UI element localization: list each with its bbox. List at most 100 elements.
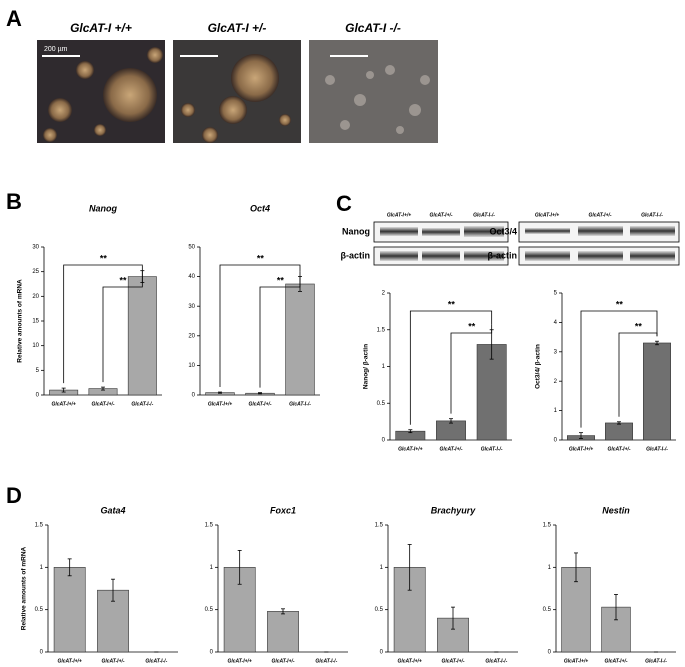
y-tick-label: 0.5	[543, 607, 552, 613]
y-tick-label: 2	[554, 379, 558, 385]
y-tick-label: 30	[32, 245, 39, 251]
y-tick-label: 0.5	[205, 607, 214, 613]
significance-bracket	[580, 310, 658, 428]
x-tick-label: GlcAT-I-/-	[646, 446, 668, 452]
significance-label: **	[276, 275, 284, 285]
y-axis-label: Oct3/4/ β-actin	[535, 344, 542, 389]
x-tick-label: GlcAT-I+/+	[57, 658, 81, 664]
y-tick-label: 40	[188, 274, 195, 280]
bar	[643, 342, 671, 441]
micrograph: 200 µm	[37, 40, 165, 143]
significance-bracket	[63, 264, 143, 384]
x-tick-label: GlcAT-I-/-	[289, 401, 311, 407]
blot-lane-label: GlcAT-I+/+	[387, 212, 411, 218]
genotype-label: GlcAT-I +/-	[208, 21, 267, 35]
y-tick-label: 0	[192, 393, 196, 399]
y-tick-label: 1	[554, 408, 558, 414]
chart-title: Oct4	[250, 203, 270, 213]
y-tick-label: 25	[32, 269, 39, 275]
x-tick-label: GlcAT-I-/-	[481, 446, 503, 452]
y-tick-label: 0	[554, 438, 558, 444]
blot-label: Nanog	[342, 226, 370, 236]
y-tick-label: 0	[382, 438, 386, 444]
y-tick-label: 1.5	[377, 327, 386, 333]
y-tick-label: 2	[382, 291, 386, 297]
bar	[267, 611, 299, 653]
y-tick-label: 0	[380, 650, 384, 656]
blot-lane-label: GlcAT-I+/-	[429, 212, 452, 218]
x-tick-label: GlcAT-I+/+	[208, 401, 232, 407]
bar	[476, 344, 507, 441]
blot-lane-label: GlcAT-I-/-	[473, 212, 495, 218]
panel-letter: B	[6, 189, 22, 214]
y-axis-label: Nanog/ β-actin	[363, 344, 370, 389]
significance-label: **	[99, 253, 107, 263]
y-tick-label: 1.5	[35, 523, 44, 529]
y-tick-label: 30	[188, 304, 195, 310]
x-tick-label: GlcAT-I+/+	[398, 446, 422, 452]
x-tick-label: GlcAT-I-/-	[131, 401, 153, 407]
x-tick-label: GlcAT-I+/+	[397, 658, 421, 664]
chart-title: Gata4	[100, 505, 125, 515]
y-tick-label: 15	[32, 319, 39, 325]
y-tick-label: 1	[382, 364, 386, 370]
y-axis-label: Relative amounts of mRNA	[17, 279, 24, 363]
significance-bracket	[618, 332, 658, 417]
y-tick-label: 3	[554, 349, 558, 355]
chart-title: Brachyury	[431, 505, 477, 515]
blot-label: β-actin	[488, 250, 518, 260]
y-tick-label: 1.5	[375, 523, 384, 529]
y-tick-label: 0.5	[375, 607, 384, 613]
scale-bar-label: 200 µm	[44, 46, 68, 53]
y-tick-label: 10	[32, 343, 39, 349]
micrograph	[309, 40, 438, 143]
y-tick-label: 4	[554, 320, 558, 326]
x-tick-label: GlcAT-I+/-	[607, 446, 630, 452]
significance-label: **	[447, 299, 455, 309]
y-tick-label: 0.5	[35, 607, 44, 613]
panel-letter: C	[336, 191, 352, 216]
x-tick-label: GlcAT-I-/-	[645, 658, 667, 664]
blot-lane-label: GlcAT-I-/-	[641, 212, 663, 218]
x-tick-label: GlcAT-I-/-	[485, 658, 507, 664]
bar	[436, 420, 466, 441]
x-tick-label: GlcAT-I+/-	[441, 658, 464, 664]
significance-label: **	[119, 275, 127, 285]
y-tick-label: 0	[548, 650, 552, 656]
blot-label: Oct3/4	[489, 226, 517, 236]
chart-title: Nanog	[89, 203, 118, 213]
x-tick-label: GlcAT-I+/-	[439, 446, 462, 452]
y-tick-label: 0.5	[377, 401, 386, 407]
x-tick-label: GlcAT-I+/+	[569, 446, 593, 452]
significance-label: **	[634, 321, 642, 331]
x-tick-label: GlcAT-I+/+	[564, 658, 588, 664]
significance-bracket	[259, 271, 301, 388]
chart-title: Foxc1	[270, 505, 296, 515]
y-axis-label: Relative amounts of mRNA	[21, 546, 28, 630]
x-tick-label: GlcAT-I+/-	[271, 658, 294, 664]
bar	[127, 276, 157, 396]
y-tick-label: 0	[36, 393, 40, 399]
x-tick-label: GlcAT-I-/-	[145, 658, 167, 664]
y-tick-label: 5	[36, 368, 40, 374]
chart-title: Nestin	[602, 505, 630, 515]
bar	[285, 283, 315, 396]
blot-band	[380, 226, 675, 261]
bar	[53, 567, 86, 653]
x-tick-label: GlcAT-I+/-	[101, 658, 124, 664]
significance-label: **	[468, 321, 476, 331]
x-tick-label: GlcAT-I-/-	[315, 658, 337, 664]
x-tick-label: GlcAT-I+/-	[248, 401, 271, 407]
y-tick-label: 1	[380, 565, 384, 571]
y-tick-label: 10	[188, 363, 195, 369]
significance-bracket	[409, 310, 493, 425]
y-tick-label: 1	[40, 565, 44, 571]
y-tick-label: 20	[32, 294, 39, 300]
y-tick-label: 1	[548, 565, 552, 571]
blot-lane-label: GlcAT-I+/+	[535, 212, 559, 218]
y-tick-label: 0	[40, 650, 44, 656]
genotype-label: GlcAT-I -/-	[345, 21, 401, 35]
panel-letter: A	[6, 6, 22, 31]
y-tick-label: 5	[554, 291, 558, 297]
